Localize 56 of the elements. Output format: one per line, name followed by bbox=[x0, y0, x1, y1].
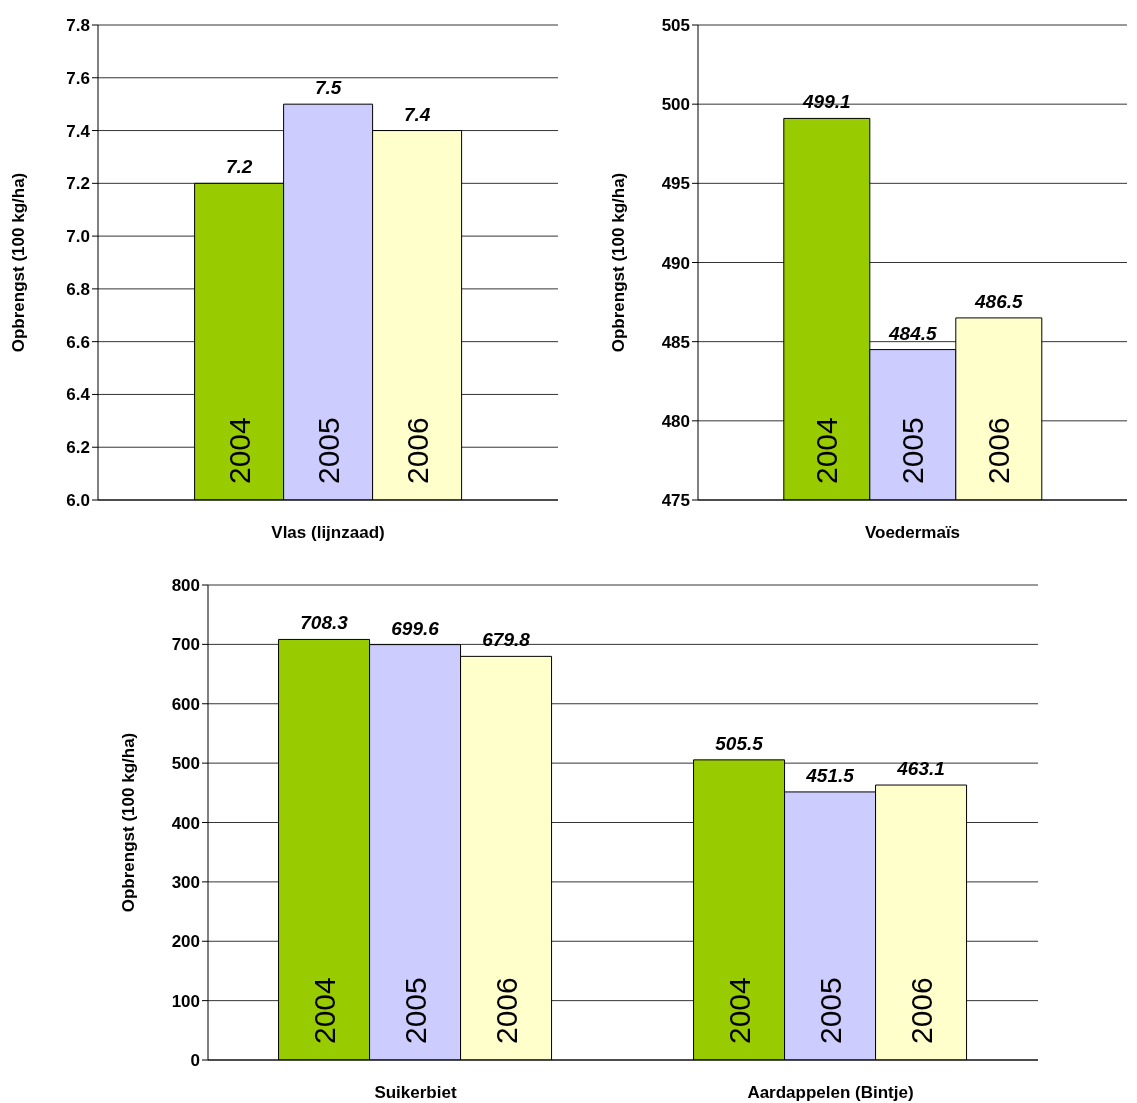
y-tick-label: 700 bbox=[171, 635, 200, 655]
text: 2004 bbox=[722, 977, 756, 1044]
y-tick-label: 7.8 bbox=[66, 16, 90, 36]
y-tick-label: 500 bbox=[661, 95, 690, 115]
y-tick-label: 7.2 bbox=[66, 174, 90, 194]
y-tick-label: 800 bbox=[171, 576, 200, 596]
data-label: 451.5 bbox=[805, 764, 855, 786]
series-label: 2006 bbox=[982, 417, 1016, 484]
y-tick-label: 7.0 bbox=[66, 227, 90, 247]
y-tick-label: 485 bbox=[661, 332, 690, 352]
y-tick-label: 300 bbox=[171, 872, 200, 892]
y-tick-label: 200 bbox=[171, 932, 200, 952]
data-label: 463.1 bbox=[896, 758, 945, 780]
y-tick-label: 7.4 bbox=[66, 121, 91, 141]
data-label: 499.1 bbox=[802, 91, 851, 113]
data-label: 486.5 bbox=[974, 290, 1024, 312]
y-tick-label: 100 bbox=[171, 991, 200, 1011]
series-label: 2006 bbox=[489, 977, 523, 1044]
text: 2005 bbox=[813, 977, 847, 1044]
y-axis-title: Opbrengst (100 kg/ha) bbox=[9, 172, 29, 353]
y-tick-label: 6.6 bbox=[66, 332, 90, 352]
series-label: 2006 bbox=[400, 417, 434, 484]
series-label: 2005 bbox=[896, 417, 930, 484]
y-tick-label: 0 bbox=[190, 1051, 200, 1071]
y-tick-label: 7.6 bbox=[66, 68, 90, 88]
text: 2006 bbox=[904, 977, 938, 1044]
y-tick-label: 6.4 bbox=[66, 385, 91, 405]
x-tick-label: Aardappelen (Bintje) bbox=[747, 1083, 914, 1103]
series-label: 2005 bbox=[311, 417, 345, 484]
data-label: 708.3 bbox=[300, 612, 349, 634]
series-label: 2005 bbox=[398, 977, 432, 1044]
data-label: 505.5 bbox=[715, 732, 764, 754]
x-tick-label: Voedermaïs bbox=[864, 523, 961, 543]
y-tick-label: 505 bbox=[661, 16, 690, 36]
y-tick-label: 600 bbox=[171, 694, 200, 714]
y-tick-label: 6.2 bbox=[66, 438, 90, 458]
y-tick-label: 480 bbox=[661, 411, 690, 431]
series-label: 2004 bbox=[307, 977, 341, 1044]
x-tick-label: Vlas (lijnzaad) bbox=[271, 523, 385, 543]
data-label: 7.2 bbox=[225, 156, 253, 178]
data-label: 7.4 bbox=[403, 103, 431, 125]
series-label: 2004 bbox=[222, 417, 256, 484]
y-axis-title: Opbrengst (100 kg/ha) bbox=[119, 732, 139, 913]
data-label: 699.6 bbox=[391, 617, 440, 639]
y-tick-label: 6.8 bbox=[66, 279, 90, 299]
y-axis-title: Opbrengst (100 kg/ha) bbox=[609, 172, 629, 353]
y-tick-label: 475 bbox=[661, 491, 690, 511]
data-label: 484.5 bbox=[888, 322, 938, 344]
y-tick-label: 6.0 bbox=[66, 491, 90, 511]
y-tick-label: 400 bbox=[171, 813, 200, 833]
x-tick-label: Suikerbiet bbox=[374, 1083, 457, 1103]
y-tick-label: 495 bbox=[661, 174, 690, 194]
y-tick-label: 500 bbox=[171, 754, 200, 774]
series-label: 2004 bbox=[810, 417, 844, 484]
y-tick-label: 490 bbox=[661, 253, 690, 273]
data-label: 7.5 bbox=[314, 77, 342, 99]
